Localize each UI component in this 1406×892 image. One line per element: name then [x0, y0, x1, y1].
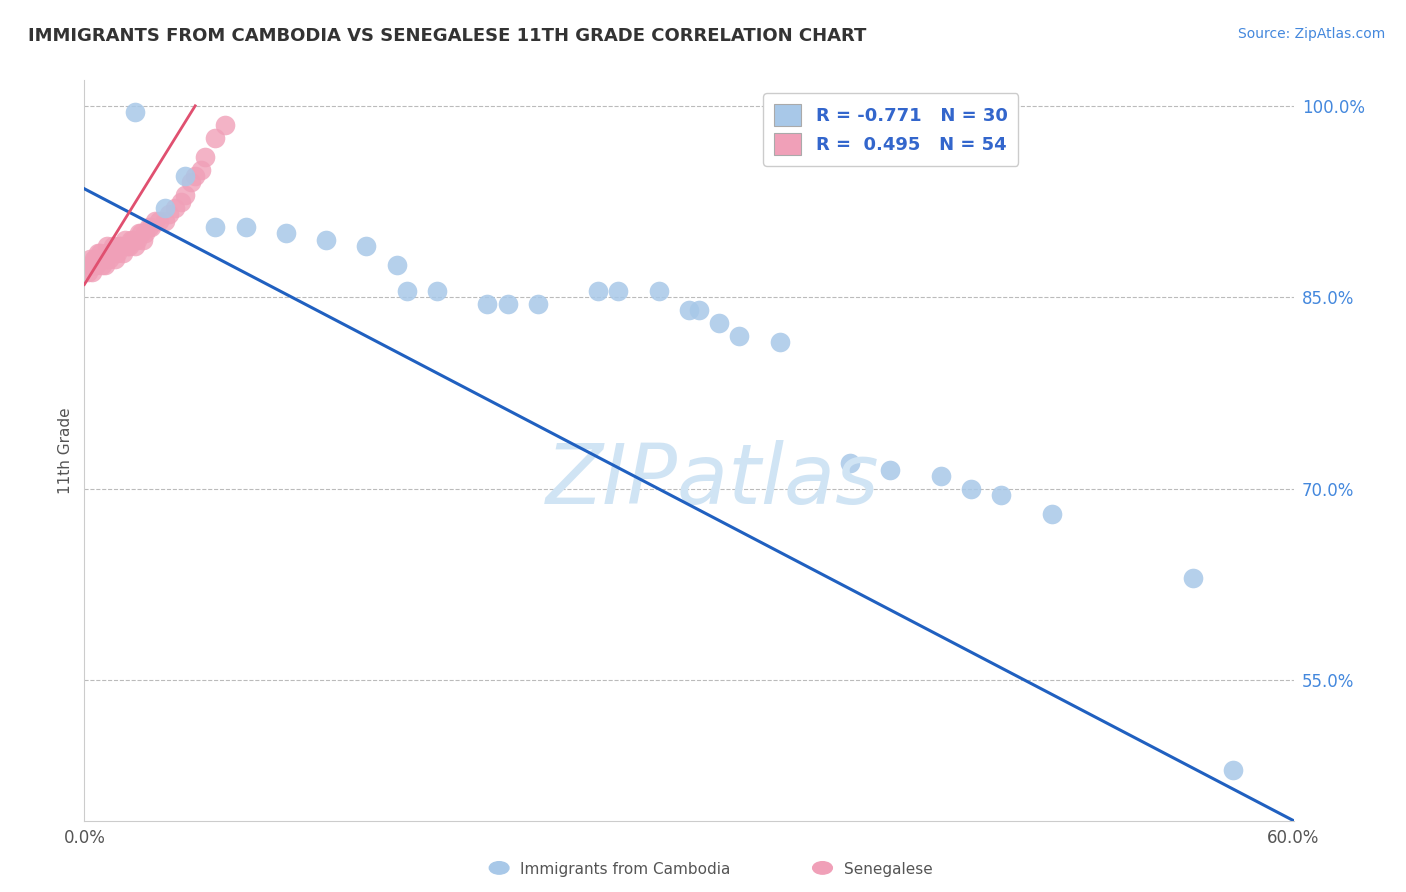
Point: [114, 233, 136, 247]
Point: [83, 252, 105, 266]
Point: [678, 303, 700, 318]
Point: [153, 201, 176, 215]
Point: [184, 169, 207, 183]
Point: [87, 245, 110, 260]
Point: [929, 469, 952, 483]
Point: [1040, 508, 1063, 522]
Point: [120, 233, 142, 247]
Point: [97, 252, 120, 266]
Point: [125, 233, 148, 247]
Point: [87, 252, 110, 266]
Text: Source: ZipAtlas.com: Source: ZipAtlas.com: [1237, 27, 1385, 41]
Point: [496, 296, 519, 310]
Point: [728, 328, 751, 343]
Point: [170, 194, 193, 209]
Point: [1222, 763, 1244, 777]
Point: [204, 130, 226, 145]
Point: [174, 169, 197, 183]
Point: [118, 239, 141, 253]
Point: [86, 259, 108, 273]
Point: [86, 252, 108, 266]
Point: [395, 284, 418, 298]
Point: [91, 252, 114, 266]
Point: [101, 239, 124, 253]
Point: [356, 239, 378, 253]
Point: [115, 239, 138, 253]
Point: [96, 239, 118, 253]
Point: [879, 462, 901, 476]
Point: [588, 284, 610, 298]
Point: [607, 284, 630, 298]
Point: [426, 284, 449, 298]
Point: [93, 252, 115, 266]
Point: [104, 252, 127, 266]
Point: [79, 252, 101, 266]
Point: [477, 296, 499, 310]
Point: [134, 227, 156, 241]
Point: [190, 162, 212, 177]
Point: [97, 245, 120, 260]
Point: [153, 213, 176, 227]
Point: [89, 252, 111, 266]
Point: [107, 239, 129, 253]
Point: [82, 265, 104, 279]
Point: [139, 220, 162, 235]
Point: [157, 207, 180, 221]
Text: Immigrants from Cambodia: Immigrants from Cambodia: [520, 863, 731, 877]
Point: [91, 259, 114, 273]
Point: [128, 227, 150, 241]
Point: [79, 259, 101, 273]
Point: [688, 303, 710, 318]
Point: [124, 105, 146, 120]
Point: [138, 220, 160, 235]
Point: [174, 188, 197, 202]
Point: [385, 259, 408, 273]
Point: [990, 488, 1012, 502]
Point: [100, 245, 122, 260]
Text: IMMIGRANTS FROM CAMBODIA VS SENEGALESE 11TH GRADE CORRELATION CHART: IMMIGRANTS FROM CAMBODIA VS SENEGALESE 1…: [28, 27, 866, 45]
Point: [132, 233, 155, 247]
Legend: R = -0.771   N = 30, R =  0.495   N = 54: R = -0.771 N = 30, R = 0.495 N = 54: [763, 93, 1018, 166]
Y-axis label: 11th Grade: 11th Grade: [58, 407, 73, 494]
Point: [204, 220, 226, 235]
Point: [148, 213, 170, 227]
Point: [235, 220, 257, 235]
Point: [121, 233, 143, 247]
Point: [194, 150, 217, 164]
Point: [315, 233, 337, 247]
Point: [96, 245, 118, 260]
Text: Senegalese: Senegalese: [844, 863, 932, 877]
Point: [839, 456, 862, 470]
Point: [769, 334, 792, 349]
Point: [143, 213, 166, 227]
Point: [77, 265, 100, 279]
Point: [82, 259, 104, 273]
Point: [105, 245, 128, 260]
Point: [180, 175, 202, 189]
Point: [129, 227, 152, 241]
Point: [110, 239, 132, 253]
Point: [709, 316, 731, 330]
Point: [111, 245, 134, 260]
Point: [648, 284, 671, 298]
Point: [93, 259, 115, 273]
Point: [960, 482, 983, 496]
Point: [274, 227, 297, 241]
Point: [1181, 571, 1204, 585]
Text: ZIPatlas: ZIPatlas: [547, 440, 880, 521]
Point: [124, 239, 146, 253]
Point: [83, 259, 105, 273]
Point: [527, 296, 550, 310]
Point: [214, 118, 236, 132]
Point: [165, 201, 187, 215]
Point: [89, 245, 111, 260]
